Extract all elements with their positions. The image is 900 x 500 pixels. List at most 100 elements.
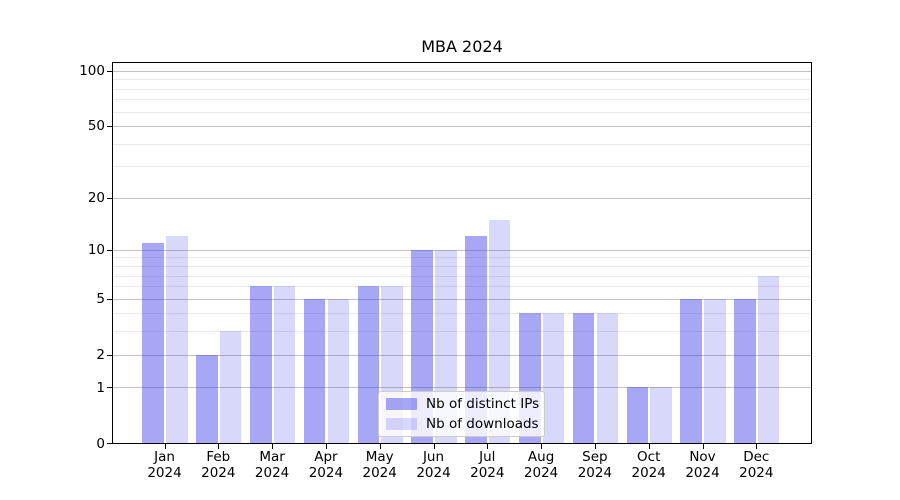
y-tick-label: 2 — [96, 347, 105, 364]
y-tick — [107, 197, 112, 199]
legend-entry-distinct-ips: Nb of distinct IPs — [386, 396, 540, 412]
x-tick-label: Apr 2024 — [294, 449, 358, 481]
x-tick-label-year: 2024 — [416, 464, 451, 481]
chart-title: MBA 2024 — [421, 37, 503, 56]
x-tick — [487, 443, 489, 449]
x-tick — [433, 443, 435, 449]
y-tick — [107, 387, 112, 389]
gridline-minor — [113, 265, 811, 267]
gridline-minor — [113, 79, 811, 81]
x-tick-label: Oct 2024 — [617, 449, 681, 481]
y-tick — [107, 298, 112, 300]
gridline-minor — [113, 331, 811, 333]
gridline-minor — [113, 257, 811, 259]
bar-nov-distinct-ips — [680, 298, 702, 443]
y-tick — [107, 443, 112, 445]
y-tick-label: 20 — [87, 190, 105, 207]
gridline-major — [113, 197, 811, 199]
gridline-minor — [113, 313, 811, 315]
gridline-minor — [113, 286, 811, 288]
x-tick-label: May 2024 — [348, 449, 412, 481]
x-tick-label-month: Dec — [743, 449, 770, 465]
x-tick-label-month: May — [365, 449, 394, 465]
gridline-major — [113, 298, 811, 300]
x-tick — [594, 443, 596, 449]
bar-feb-downloads — [219, 331, 242, 443]
gridline-major — [113, 387, 811, 389]
gridline-minor — [113, 88, 811, 90]
bar-dec-distinct-ips — [734, 298, 756, 443]
plot-area — [112, 62, 812, 444]
bar-sep-distinct-ips — [572, 313, 595, 443]
x-tick-label: Nov 2024 — [671, 449, 735, 481]
bar-may-distinct-ips — [357, 286, 380, 443]
bar-nov-downloads — [704, 298, 726, 443]
x-tick-label-year: 2024 — [470, 464, 505, 481]
x-tick-label-year: 2024 — [201, 464, 236, 481]
gridline-minor — [113, 143, 811, 145]
y-tick-label: 10 — [87, 242, 105, 259]
legend-label-downloads: Nb of downloads — [426, 416, 539, 432]
x-tick-label: Sep 2024 — [563, 449, 627, 481]
legend-swatch-downloads — [386, 418, 417, 430]
gridline-major — [113, 354, 811, 356]
bar-mar-downloads — [273, 286, 296, 443]
x-tick-label: Jul 2024 — [455, 449, 519, 481]
legend-label-distinct-ips: Nb of distinct IPs — [426, 396, 540, 412]
bar-mar-distinct-ips — [250, 286, 272, 443]
x-tick-label-year: 2024 — [577, 464, 613, 481]
y-tick — [107, 70, 112, 72]
bar-oct-distinct-ips — [626, 387, 649, 443]
gridline-minor — [113, 166, 811, 168]
legend-entry-downloads: Nb of downloads — [386, 416, 539, 432]
x-tick-label-year: 2024 — [631, 464, 666, 481]
legend-swatch-distinct-ips — [386, 398, 417, 410]
x-tick — [756, 443, 758, 449]
x-tick — [648, 443, 650, 449]
y-tick — [107, 249, 112, 251]
x-tick-label-year: 2024 — [147, 464, 182, 481]
x-tick-label-month: Aug — [527, 449, 555, 465]
bar-jul-downloads — [488, 219, 511, 443]
x-tick-label-month: Jun — [422, 449, 445, 465]
gridline-major — [113, 249, 811, 251]
x-tick-label-year: 2024 — [362, 464, 397, 481]
x-tick-label-year: 2024 — [308, 464, 344, 481]
x-tick — [272, 443, 274, 449]
bar-aug-downloads — [542, 313, 565, 443]
bar-apr-distinct-ips — [303, 298, 326, 443]
y-tick-label: 5 — [96, 291, 105, 308]
x-tick-label-month: Jul — [479, 449, 496, 465]
x-tick-label: Jan 2024 — [133, 449, 197, 481]
x-tick-label: Aug 2024 — [509, 449, 573, 481]
x-tick-label: Mar 2024 — [240, 449, 304, 481]
x-tick-label-month: Oct — [637, 449, 661, 465]
y-tick-label: 100 — [79, 63, 105, 80]
x-tick-label-year: 2024 — [685, 464, 720, 481]
x-tick-label: Jun 2024 — [402, 449, 466, 481]
x-tick-label-month: Jan — [154, 449, 175, 465]
x-tick-label-year: 2024 — [254, 464, 290, 481]
y-tick-label: 1 — [96, 379, 105, 396]
x-tick-label-year: 2024 — [523, 464, 559, 481]
x-tick-label: Feb 2024 — [186, 449, 250, 481]
legend: Nb of distinct IPs Nb of downloads — [378, 391, 545, 437]
bar-jan-downloads — [166, 236, 188, 443]
x-tick — [541, 443, 543, 449]
x-tick-label-month: Nov — [689, 449, 716, 465]
y-tick — [107, 354, 112, 356]
y-tick-label: 50 — [87, 118, 105, 135]
x-tick-label-month: Mar — [259, 449, 285, 465]
gridline-minor — [113, 111, 811, 113]
x-tick — [164, 443, 166, 449]
y-tick — [107, 125, 112, 127]
x-tick-label: Dec 2024 — [724, 449, 788, 481]
bar-jan-distinct-ips — [142, 242, 164, 443]
bar-feb-distinct-ips — [196, 354, 218, 443]
bar-apr-downloads — [327, 298, 349, 443]
x-tick — [325, 443, 327, 449]
x-tick-label-year: 2024 — [739, 464, 774, 481]
x-tick — [218, 443, 220, 449]
x-tick — [702, 443, 704, 449]
